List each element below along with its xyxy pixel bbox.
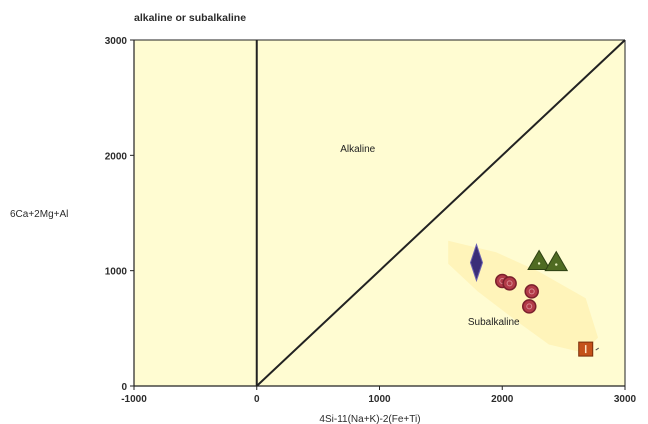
circle-marker bbox=[522, 299, 537, 314]
y-tick-label: 0 bbox=[121, 382, 127, 393]
triangle-marker bbox=[544, 250, 569, 272]
field-label: Subalkaline bbox=[468, 317, 520, 328]
diagonal-boundary-line bbox=[256, 39, 626, 387]
triangle-marker-dot bbox=[537, 262, 541, 265]
y-tick-label: 2000 bbox=[105, 151, 128, 162]
circle-marker-ring bbox=[528, 288, 535, 295]
chart-title: alkaline or subalkaline bbox=[134, 12, 246, 24]
circle-marker-ring bbox=[506, 280, 513, 287]
y-tick-label: 1000 bbox=[105, 267, 128, 278]
triangle-marker-dot bbox=[555, 263, 558, 266]
sample-field-region bbox=[448, 240, 598, 353]
circle-marker bbox=[502, 276, 517, 291]
y-tick-label: 3000 bbox=[105, 36, 128, 47]
x-tick-label: 2000 bbox=[491, 394, 514, 405]
x-axis-label: 4Si-11(Na+K)-2(Fe+Ti) bbox=[319, 414, 420, 424]
triangle-marker bbox=[527, 249, 551, 270]
y-axis-label: 6Ca+2Mg+Al bbox=[10, 209, 68, 220]
square-marker-tail bbox=[595, 347, 599, 351]
circle-marker bbox=[524, 284, 539, 299]
x-tick-label: -1000 bbox=[121, 394, 147, 405]
data-points bbox=[469, 243, 599, 357]
boundary-lines bbox=[255, 39, 626, 387]
diamond-marker bbox=[469, 243, 483, 283]
field-labels: Alkaline Subalkaline bbox=[340, 144, 520, 328]
x-tick-label: 0 bbox=[254, 394, 260, 405]
x-tick-label: 1000 bbox=[368, 394, 391, 405]
subalkaline-sample-band bbox=[448, 240, 598, 353]
circle-marker-ring bbox=[526, 303, 533, 310]
x-tick-label: 3000 bbox=[614, 394, 637, 405]
field-label: Alkaline bbox=[340, 144, 375, 155]
